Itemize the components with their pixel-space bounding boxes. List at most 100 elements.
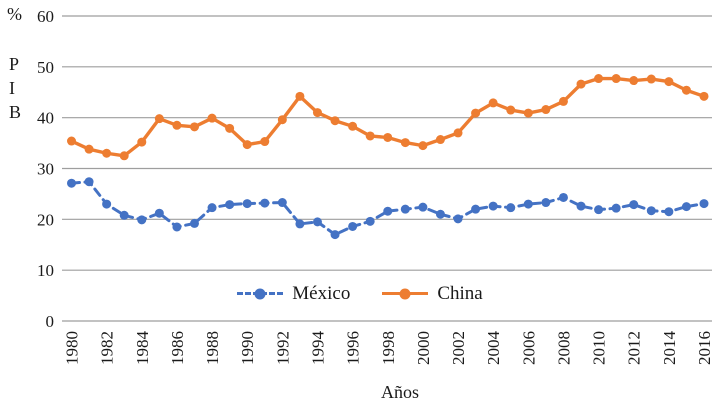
- x-tick-label: 1990: [238, 331, 257, 365]
- data-point-china: [699, 91, 709, 101]
- x-tick-label: 2014: [660, 331, 679, 366]
- x-tick-label: 1986: [168, 331, 187, 365]
- data-point-méxico: [207, 203, 217, 213]
- china-marker-swatch: [399, 288, 411, 300]
- data-point-méxico: [383, 206, 393, 216]
- data-point-méxico: [576, 201, 586, 211]
- x-tick-label: 1988: [203, 331, 222, 365]
- x-tick-label: 1992: [273, 331, 292, 365]
- china-line-sample: [382, 288, 429, 300]
- y-tick-label: 30: [37, 160, 54, 179]
- data-point-china: [453, 128, 463, 138]
- x-tick-label: 1984: [133, 331, 152, 366]
- data-point-méxico: [330, 230, 340, 240]
- data-point-china: [348, 121, 358, 131]
- data-point-méxico: [453, 214, 463, 224]
- x-tick-label: 1994: [308, 331, 327, 366]
- data-point-méxico: [594, 205, 604, 215]
- data-point-china: [295, 91, 305, 101]
- data-point-china: [594, 74, 604, 84]
- data-point-méxico: [681, 202, 691, 212]
- legend-item-mexico: México: [237, 283, 350, 305]
- y-axis-title-letter: P: [9, 54, 20, 74]
- data-point-china: [67, 136, 76, 146]
- data-point-china: [400, 138, 410, 148]
- data-point-méxico: [629, 200, 639, 210]
- data-point-méxico: [119, 210, 129, 220]
- data-point-méxico: [506, 203, 516, 213]
- data-point-china: [646, 74, 656, 84]
- data-point-méxico: [611, 203, 621, 213]
- y-axis-title: P I B: [9, 52, 21, 124]
- data-point-china: [102, 148, 112, 158]
- data-point-méxico: [277, 198, 287, 208]
- data-point-china: [471, 108, 481, 118]
- legend-label-china: China: [437, 283, 483, 304]
- data-point-china: [541, 105, 551, 115]
- mexico-line-sample: [237, 288, 284, 300]
- data-point-méxico: [137, 215, 147, 225]
- data-point-china: [681, 85, 691, 95]
- legend-label-mexico: México: [292, 283, 351, 304]
- x-tick-label: 1996: [344, 331, 363, 365]
- data-point-china: [435, 135, 445, 145]
- x-tick-label: 2004: [484, 331, 503, 366]
- data-point-méxico: [664, 207, 674, 217]
- x-tick-label: 1980: [63, 331, 82, 365]
- y-tick-label: 60: [37, 7, 54, 26]
- data-point-méxico: [488, 201, 498, 211]
- data-point-china: [418, 141, 428, 151]
- data-point-méxico: [418, 202, 428, 212]
- data-point-china: [312, 108, 322, 118]
- data-point-méxico: [523, 199, 533, 209]
- data-point-méxico: [295, 219, 305, 229]
- data-point-méxico: [242, 199, 252, 209]
- x-tick-label: 2008: [554, 331, 573, 365]
- data-point-méxico: [435, 209, 445, 219]
- y-tick-label: 10: [37, 261, 54, 280]
- x-tick-label: 1982: [98, 331, 117, 365]
- data-point-méxico: [67, 178, 76, 188]
- data-point-china: [664, 77, 674, 87]
- data-point-china: [611, 74, 621, 84]
- x-tick-label: 2012: [625, 331, 644, 365]
- x-tick-label: 2002: [449, 331, 468, 365]
- data-point-china: [558, 96, 568, 106]
- data-point-méxico: [558, 192, 568, 202]
- data-point-china: [119, 151, 129, 161]
- data-point-china: [189, 122, 199, 132]
- data-point-méxico: [646, 206, 656, 216]
- legend-item-china: China: [382, 283, 483, 305]
- x-tick-label: 2000: [414, 331, 433, 365]
- data-point-china: [383, 132, 393, 142]
- y-tick-label: 40: [37, 109, 54, 128]
- data-point-méxico: [154, 208, 164, 218]
- data-point-méxico: [189, 218, 199, 228]
- y-axis-title-letter: B: [9, 102, 22, 122]
- data-point-méxico: [172, 222, 182, 232]
- x-tick-label: 2010: [590, 331, 609, 365]
- data-point-méxico: [225, 200, 235, 210]
- y-axis-unit-label: %: [7, 4, 22, 24]
- data-point-china: [154, 114, 164, 124]
- x-tick-label: 1998: [379, 331, 398, 365]
- mexico-marker-swatch: [254, 288, 266, 300]
- x-tick-label: 2016: [695, 331, 714, 365]
- x-axis-title: Años: [380, 382, 419, 402]
- legend: México China: [0, 283, 720, 305]
- y-tick-label: 0: [46, 312, 55, 331]
- data-point-china: [506, 105, 516, 115]
- data-point-china: [207, 113, 217, 123]
- y-tick-label: 20: [37, 210, 54, 229]
- data-point-méxico: [84, 177, 94, 187]
- data-point-méxico: [102, 199, 112, 209]
- data-point-china: [172, 120, 182, 130]
- data-point-china: [242, 140, 252, 150]
- data-point-méxico: [541, 198, 551, 208]
- y-tick-label: 50: [37, 58, 54, 77]
- data-point-méxico: [260, 198, 270, 208]
- data-point-china: [225, 123, 235, 133]
- data-point-china: [523, 108, 533, 118]
